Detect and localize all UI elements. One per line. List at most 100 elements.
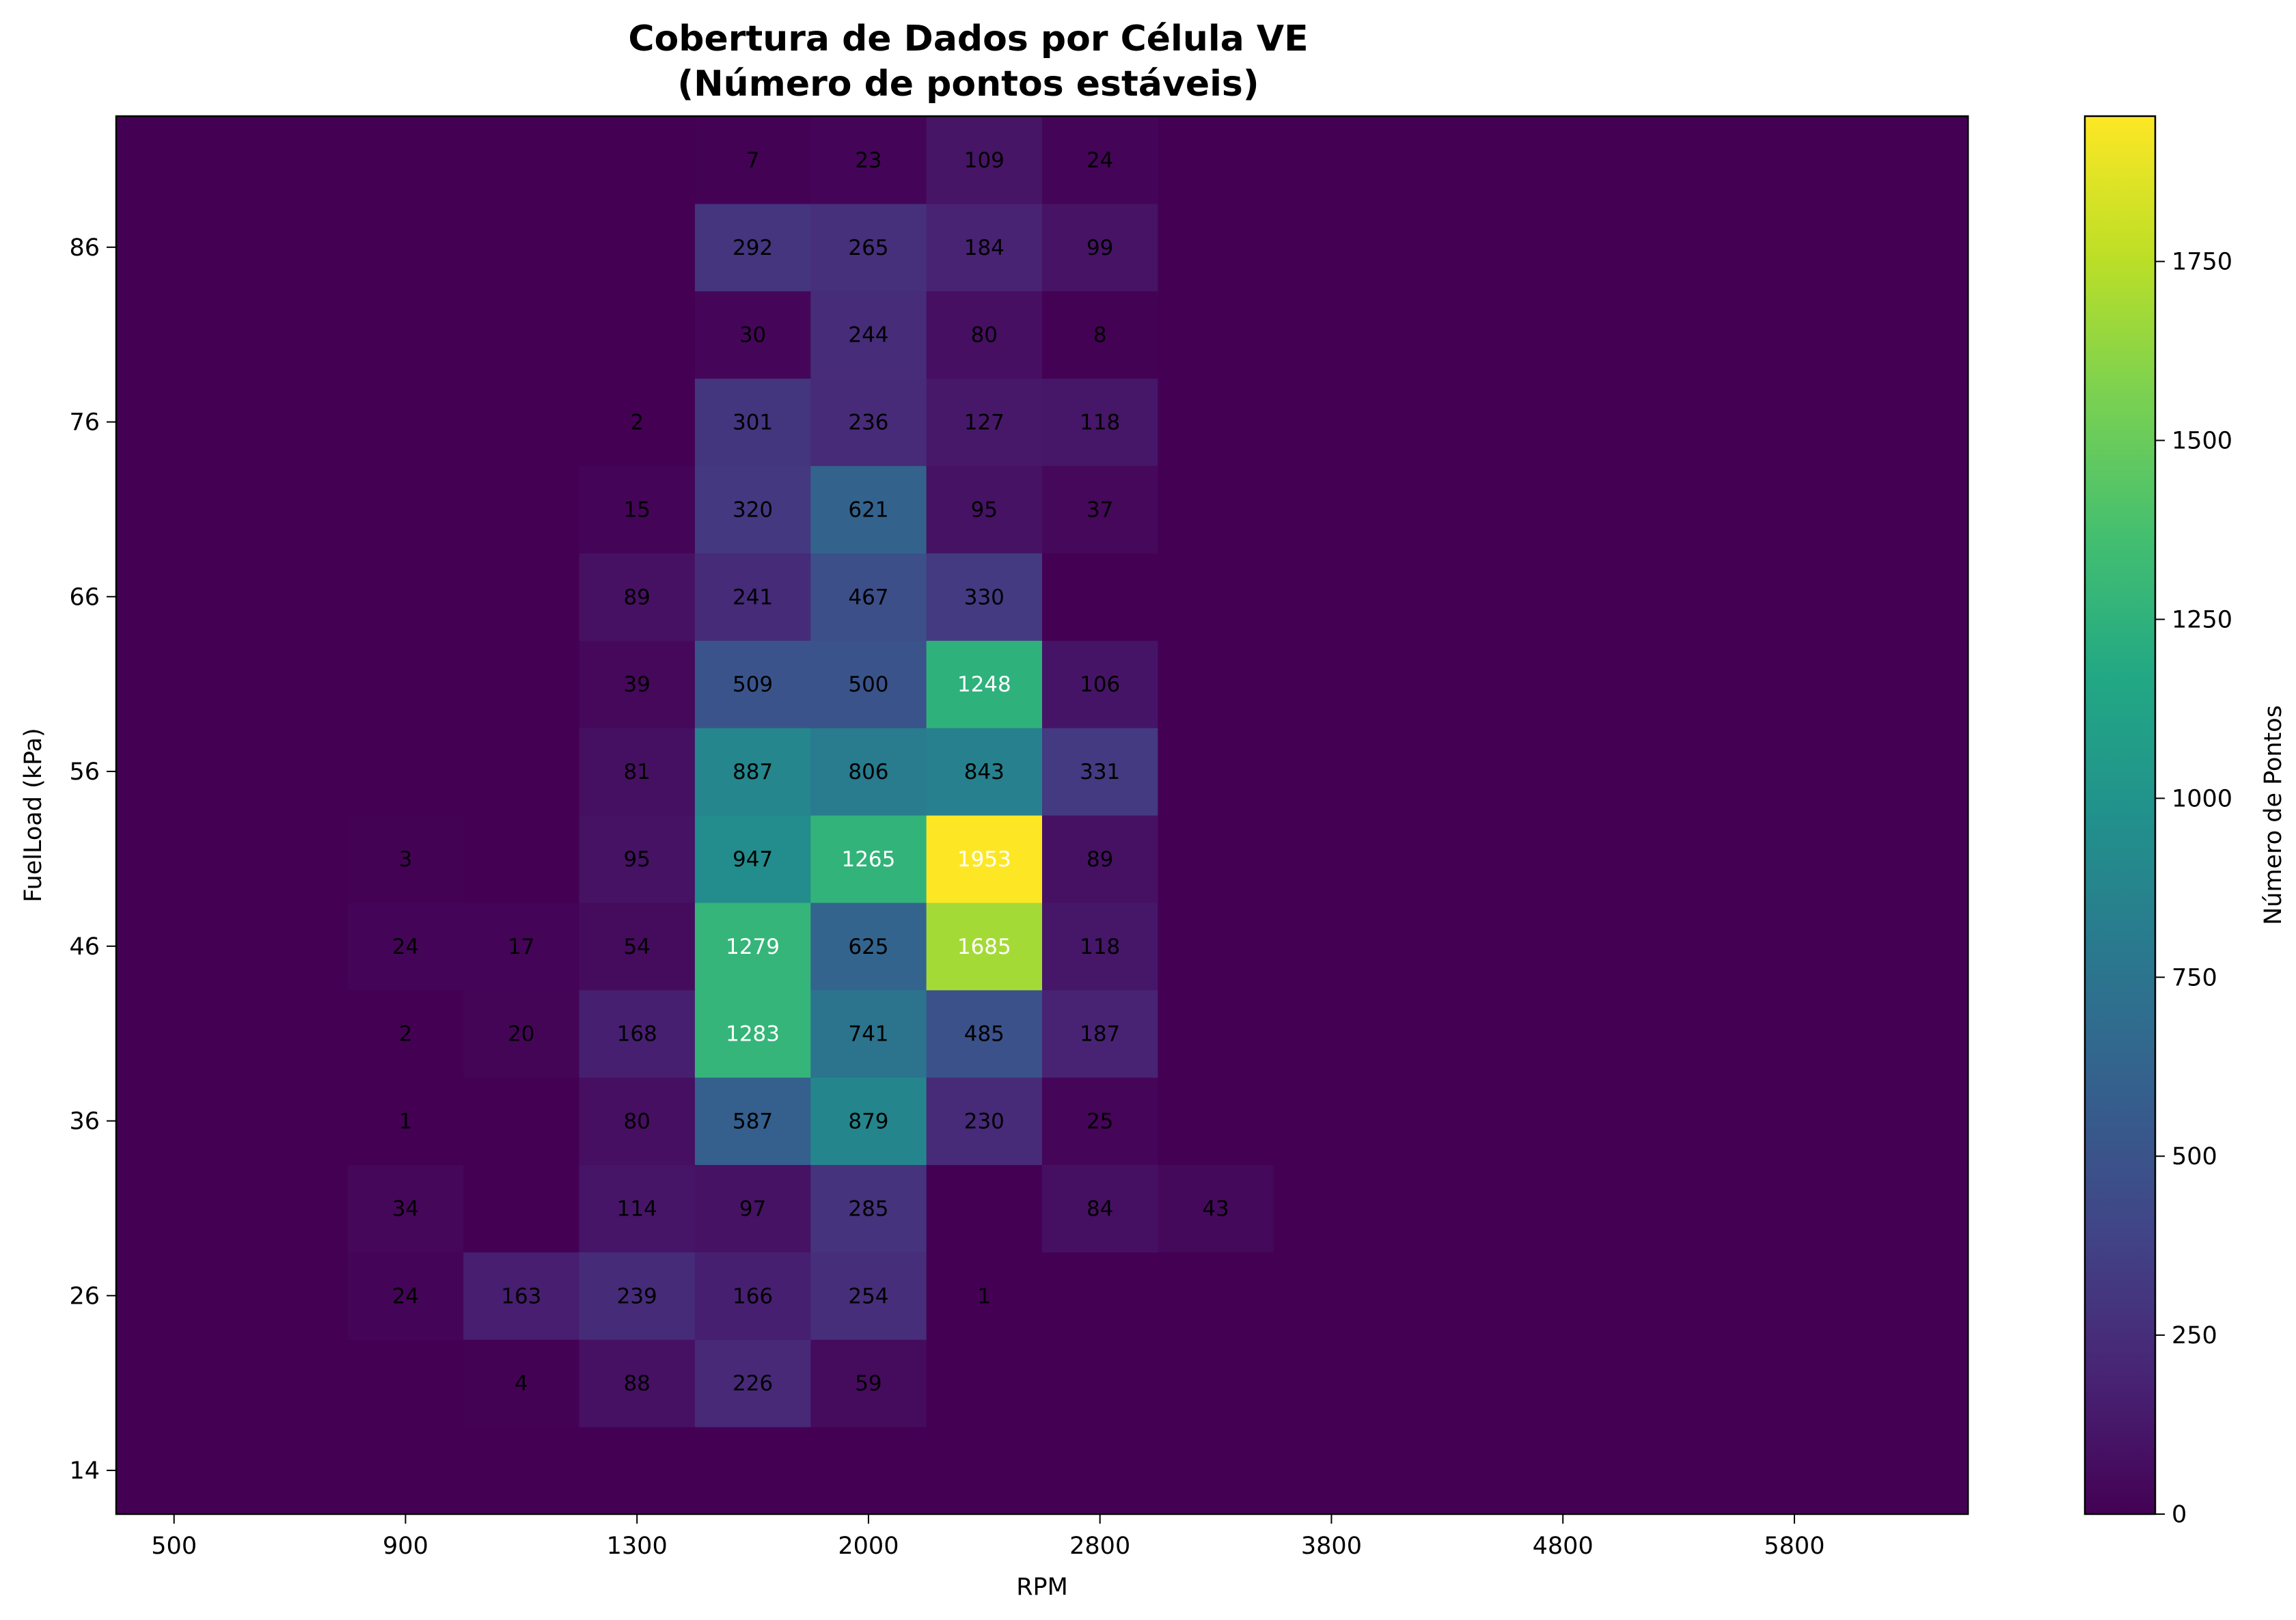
heatmap-cell — [1852, 1339, 1969, 1427]
cell-value-label: 127 — [964, 411, 1004, 435]
cell-value-label: 1283 — [726, 1022, 780, 1047]
cell-value-label: 239 — [617, 1284, 657, 1308]
heatmap-cell — [579, 1427, 696, 1515]
heatmap-cell — [810, 728, 927, 816]
cell-value-label: 166 — [733, 1284, 773, 1308]
heatmap-cell — [1158, 1164, 1274, 1252]
heatmap-cell — [1852, 640, 1969, 728]
cell-value-label: 8 — [1093, 323, 1107, 348]
heatmap-cell — [463, 1339, 580, 1427]
cell-value-label: 1685 — [957, 935, 1011, 959]
heatmap-cell — [1273, 640, 1390, 728]
cell-value-label: 97 — [739, 1196, 766, 1221]
heatmap-cell — [463, 640, 580, 728]
cell-value-label: 95 — [623, 847, 650, 872]
heatmap-cell — [810, 1164, 927, 1252]
heatmap-cell — [116, 290, 232, 379]
heatmap-cell — [1736, 1077, 1853, 1166]
heatmap-cell — [1505, 203, 1622, 292]
colorbar — [2083, 115, 2157, 1515]
heatmap-cell — [926, 290, 1043, 379]
heatmap-cell — [1273, 1252, 1390, 1340]
heatmap-cell — [116, 465, 232, 553]
colorbar-ticks: 0 250 500 750 1000 1250 1500 1750 — [2155, 249, 2232, 1528]
heatmap-cell — [810, 116, 927, 204]
heatmap-cell — [579, 1077, 696, 1166]
heatmap-cell — [1158, 989, 1274, 1078]
heatmap-cell — [1389, 553, 1506, 641]
heatmap-cell — [1042, 290, 1158, 379]
heatmap-cell — [1852, 203, 1969, 292]
heatmap-cell — [1620, 1077, 1737, 1166]
heatmap-cell — [810, 902, 927, 991]
cell-value-label: 843 — [964, 760, 1004, 784]
y-tick-label: 76 — [69, 409, 100, 437]
heatmap-cell — [1158, 378, 1274, 467]
heatmap-cell — [232, 203, 348, 292]
colorbar-tick-label: 250 — [2172, 1322, 2217, 1349]
y-tick-label: 14 — [69, 1457, 100, 1485]
heatmap-cell — [1158, 1077, 1274, 1166]
heatmap-cell — [926, 378, 1043, 467]
heatmap-cell — [1505, 640, 1622, 728]
cell-value-label: 43 — [1202, 1196, 1229, 1221]
cell-value-label: 301 — [733, 411, 773, 435]
heatmap-cell — [926, 640, 1043, 728]
heatmap-cell — [347, 989, 464, 1078]
cell-value-label: 23 — [855, 148, 882, 173]
cell-value-label: 947 — [733, 847, 773, 872]
heatmap-cell — [1505, 116, 1622, 204]
heatmap-cell — [1736, 553, 1853, 641]
y-axis-label: FuelLoad (kPa) — [20, 728, 47, 902]
cell-value-label: 109 — [964, 148, 1004, 173]
heatmap-cell — [694, 728, 811, 816]
heatmap-cell — [116, 1339, 232, 1427]
heatmap-cell — [1273, 815, 1390, 903]
heatmap-cell — [1389, 1252, 1506, 1340]
cell-value-label: 54 — [623, 935, 650, 959]
colorbar-label: Número de Pontos — [2260, 705, 2287, 925]
heatmap-cell — [232, 902, 348, 991]
heatmap-cell — [1158, 116, 1274, 204]
heatmap-cell — [116, 640, 232, 728]
cell-value-label: 1279 — [726, 935, 780, 959]
heatmap-cell — [1736, 1252, 1853, 1340]
heatmap-cell — [1736, 1339, 1853, 1427]
heatmap-cell — [232, 1077, 348, 1166]
heatmap-cell — [1389, 989, 1506, 1078]
cell-value-label: 741 — [848, 1022, 888, 1047]
cell-value-label: 37 — [1086, 497, 1113, 522]
heatmap-cell — [463, 1077, 580, 1166]
colorbar-tick-label: 1750 — [2172, 249, 2232, 276]
colorbar-tick-label: 1500 — [2172, 428, 2232, 455]
heatmap-cell — [116, 728, 232, 816]
heatmap-cell — [1042, 465, 1158, 553]
heatmap-cell — [347, 1252, 464, 1340]
cell-value-label: 15 — [623, 497, 650, 522]
heatmap-cell — [1620, 989, 1737, 1078]
cell-value-label: 184 — [964, 236, 1004, 260]
heatmap-cell — [463, 1427, 580, 1515]
colorbar-tick-label: 1250 — [2172, 606, 2232, 633]
cell-value-label: 118 — [1080, 411, 1120, 435]
heatmap-cell — [232, 1427, 348, 1515]
heatmap-cell — [1736, 116, 1853, 204]
cell-value-label: 7 — [746, 148, 760, 173]
heatmap-cell — [694, 290, 811, 379]
cell-value-label: 625 — [848, 935, 888, 959]
heatmap-cell — [1736, 378, 1853, 467]
heatmap-cell — [1736, 989, 1853, 1078]
x-tick-label: 4800 — [1533, 1533, 1594, 1560]
heatmap-cell — [1736, 728, 1853, 816]
heatmap-cell — [1736, 1427, 1853, 1515]
cell-value-label: 2 — [630, 411, 644, 435]
heatmap-cell — [694, 815, 811, 903]
heatmap-cell — [116, 902, 232, 991]
cell-value-label: 88 — [623, 1371, 650, 1396]
cell-value-label: 168 — [617, 1022, 657, 1047]
x-tick-label: 900 — [383, 1533, 428, 1560]
heatmap-cell — [232, 465, 348, 553]
heatmap-cell — [1852, 989, 1969, 1078]
heatmap-cell — [1273, 1339, 1390, 1427]
